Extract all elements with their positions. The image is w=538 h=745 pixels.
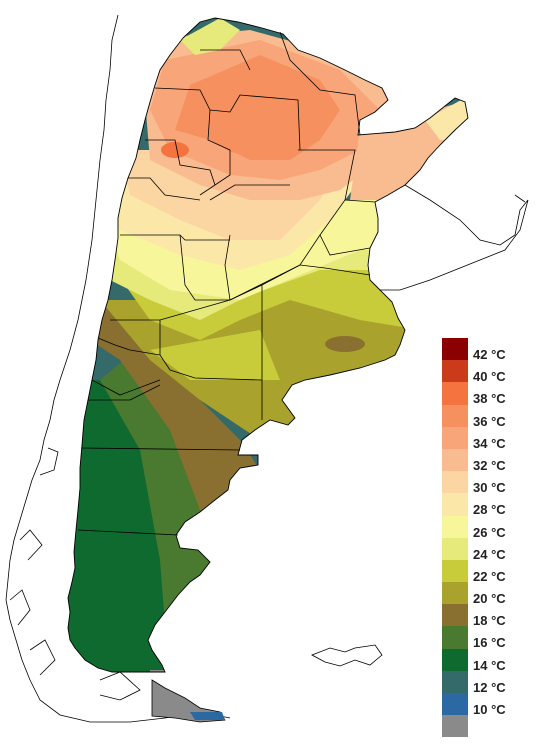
legend-row: 12 °C (442, 670, 522, 695)
legend-label: 24 °C (473, 546, 506, 562)
legend-label: 40 °C (473, 369, 506, 385)
legend-row: 14 °C (442, 648, 522, 673)
legend-row: 24 °C (442, 537, 522, 562)
legend-row: 40 °C (442, 360, 522, 385)
legend-row: 38 °C (442, 382, 522, 407)
legend-row: 26 °C (442, 515, 522, 540)
malvinas-islands (311, 644, 383, 667)
legend-row: 28 °C (442, 493, 522, 518)
legend-swatch (442, 360, 468, 383)
legend-row: 36 °C (442, 404, 522, 429)
legend-row: 34 °C (442, 426, 522, 451)
legend-label: 30 °C (473, 480, 506, 496)
legend-row (442, 715, 522, 738)
temperature-legend: 42 °C 40 °C 38 °C 36 °C 34 °C 32 °C 30 °C 28 °C… (442, 338, 522, 738)
legend-swatch (442, 648, 468, 671)
legend-row: 42 °C (442, 338, 522, 362)
legend-row: 32 °C (442, 448, 522, 473)
legend-swatch (442, 582, 468, 605)
legend-swatch (442, 471, 468, 494)
neighbor-borders (5, 14, 529, 723)
legend-row: 30 °C (442, 471, 522, 496)
legend-swatch (442, 559, 468, 583)
legend-label: 18 °C (473, 613, 506, 629)
legend-row: 20 °C (442, 582, 522, 607)
legend-label: 12 °C (473, 679, 506, 695)
province-borders (77, 31, 376, 536)
legend-row: 18 °C (442, 604, 522, 629)
legend-label: 20 °C (473, 591, 506, 607)
legend-swatch (442, 715, 468, 738)
legend-swatch (442, 515, 468, 538)
legend-label: 16 °C (473, 635, 506, 651)
legend-row: 10 °C (442, 693, 522, 717)
legend-swatch (442, 382, 468, 405)
legend-swatch (442, 404, 468, 427)
legend-label: 22 °C (473, 568, 506, 584)
legend-swatch (442, 426, 468, 449)
legend-label: 36 °C (473, 413, 506, 429)
legend-row: 16 °C (442, 626, 522, 651)
legend-row: 22 °C (442, 559, 522, 584)
legend-label: 34 °C (473, 435, 506, 451)
legend-swatch (442, 448, 468, 472)
legend-label: 38 °C (473, 391, 506, 407)
legend-swatch (442, 626, 468, 649)
legend-label: 14 °C (473, 657, 506, 673)
legend-swatch (442, 493, 468, 516)
legend-swatch (442, 604, 468, 627)
legend-label: 32 °C (473, 457, 506, 473)
legend-label: 26 °C (473, 524, 506, 540)
legend-label: 42 °C (473, 347, 506, 362)
legend-swatch (442, 537, 468, 560)
tierra-del-fuego-south (190, 712, 225, 720)
legend-label: 28 °C (473, 502, 506, 518)
legend-swatch (442, 670, 468, 693)
legend-swatch (442, 338, 468, 361)
legend-swatch (442, 693, 468, 716)
country-outline (67, 17, 469, 673)
legend-label: 10 °C (473, 702, 506, 717)
